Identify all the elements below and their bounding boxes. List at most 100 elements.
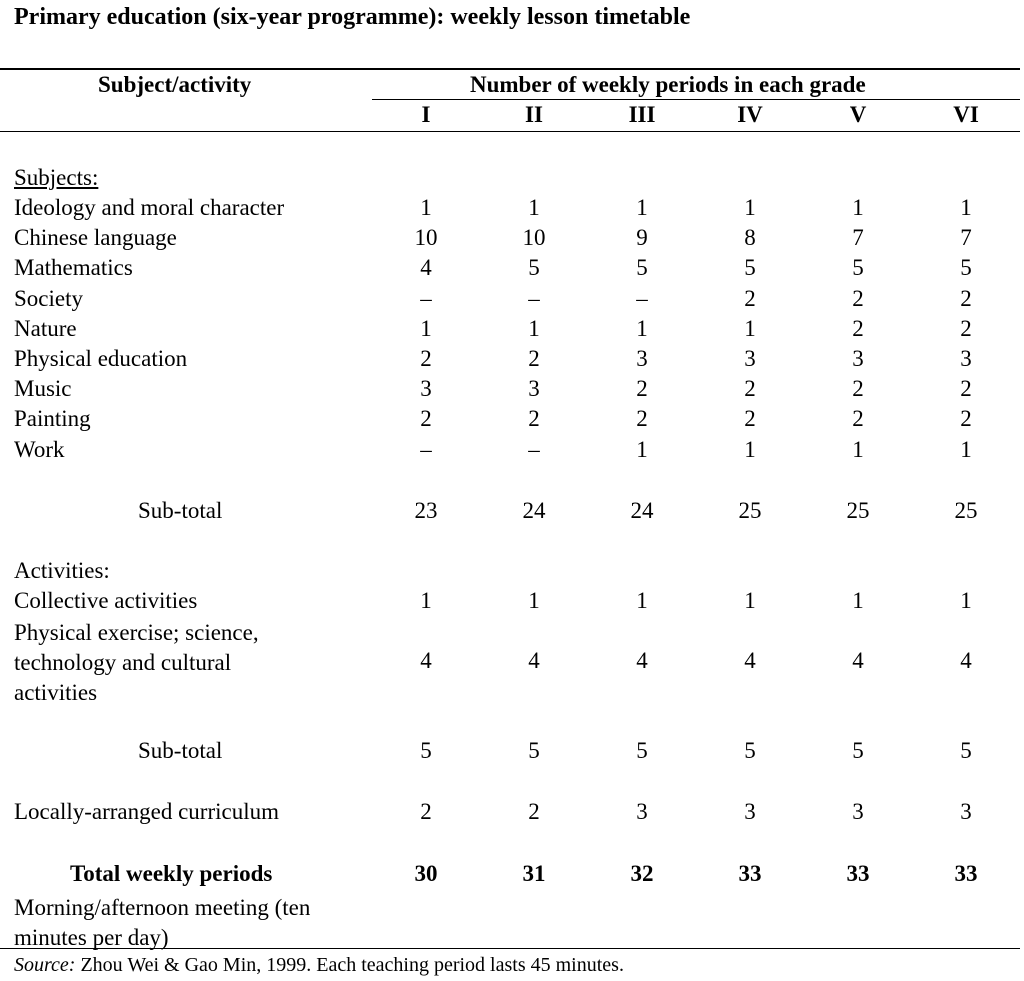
table-cell: 4 (636, 648, 648, 673)
table-cell: 24 (522, 498, 546, 523)
table-cell: – (528, 285, 540, 311)
table-cell: 5 (636, 738, 648, 763)
table-row: Music 3 3 2 2 2 2 (0, 376, 1024, 406)
table-cell: 3 (744, 346, 756, 371)
grade-header: I (421, 102, 431, 127)
table-cell: 9 (636, 225, 648, 251)
table-cell: 4 (852, 648, 864, 673)
table-cell: 2 (636, 406, 648, 432)
activities-heading: Activities: (14, 558, 110, 583)
row-label: Physical education (14, 346, 188, 371)
row-label: Music (14, 376, 72, 402)
table-cell: 25 (738, 498, 762, 523)
grade-header: V (849, 102, 867, 127)
table-cell: 4 (960, 648, 972, 673)
table-cell: 25 (954, 498, 978, 523)
table-cell: 1 (636, 315, 648, 341)
table-cell: 4 (420, 255, 432, 281)
header-bottom-rule (0, 131, 1020, 132)
table-cell: 1 (852, 588, 864, 613)
table-cell: 24 (630, 498, 654, 523)
table-row: Society – – – 2 2 2 (0, 286, 1024, 316)
table-row: Collective activities 1 1 1 1 1 1 (0, 588, 1024, 618)
table-row: Mathematics 4 5 5 5 5 5 (0, 255, 1024, 285)
source-label: Source: (14, 954, 76, 976)
table-cell: 1 (744, 315, 756, 341)
local-curriculum-row: Locally-arranged curriculum 2 2 3 3 3 3 (0, 799, 1024, 829)
bottom-rule (0, 948, 1020, 949)
activity-label-line: Physical exercise; science, (14, 620, 259, 645)
table-cell: 5 (636, 255, 648, 281)
top-rule (0, 68, 1020, 70)
table-cell: – (420, 436, 432, 462)
table-cell: 1 (528, 195, 540, 220)
grade-header: VI (953, 102, 979, 127)
subject-column-header: Subject/activity (98, 72, 252, 97)
subtotal-row: Sub-total 5 5 5 5 5 5 (0, 738, 1024, 768)
activity-label-line: technology and cultural (14, 650, 232, 675)
table-row: Physical education 2 2 3 3 3 3 (0, 346, 1024, 376)
activity-multiline-label: Physical exercise; science, technology an… (14, 618, 259, 708)
table-cell: 4 (420, 648, 432, 673)
table-cell: 2 (420, 406, 432, 432)
table-cell: 1 (744, 195, 756, 220)
grade-header: IV (737, 102, 763, 127)
table-cell: 1 (420, 588, 432, 613)
group-header-rule (372, 99, 1020, 100)
subtotal-row: Sub-total 23 24 24 25 25 25 (0, 498, 1024, 528)
table-cell: 2 (960, 285, 972, 311)
table-cell: 32 (630, 861, 654, 886)
table-cell: 1 (420, 315, 432, 341)
table-cell: 1 (636, 195, 648, 220)
table-row: Nature 1 1 1 1 2 2 (0, 316, 1024, 346)
table-row: Ideology and moral character 1 1 1 1 1 1 (0, 195, 1024, 225)
meeting-line: minutes per day) (14, 925, 169, 950)
table-cell: 4 (744, 648, 756, 673)
meeting-line: Morning/afternoon meeting (ten (14, 895, 311, 920)
table-cell: 2 (852, 376, 864, 402)
table-cell: 25 (846, 498, 870, 523)
row-label: Ideology and moral character (14, 195, 285, 220)
table-cell: 3 (636, 346, 648, 371)
row-label: Total weekly periods (70, 861, 273, 886)
activity-label-line: activities (14, 680, 98, 705)
table-row: Painting 2 2 2 2 2 2 (0, 406, 1024, 436)
table-cell: 2 (960, 315, 972, 341)
table-cell: 1 (528, 315, 540, 341)
row-label: Work (14, 436, 65, 462)
table-row: Chinese language 10 10 9 8 7 7 (0, 225, 1024, 255)
row-label: Chinese language (14, 225, 177, 251)
table-cell: 2 (744, 376, 756, 402)
table-row: 4 4 4 4 4 4 (0, 648, 1024, 678)
table-cell: 2 (528, 406, 540, 432)
table-cell: 1 (852, 436, 864, 462)
row-label: Society (14, 285, 83, 311)
table-cell: 3 (852, 346, 864, 371)
table-cell: 7 (960, 225, 972, 251)
table-cell: 3 (420, 376, 432, 402)
table-cell: 33 (738, 861, 762, 886)
row-label: Painting (14, 406, 91, 432)
table-cell: 2 (528, 799, 540, 824)
table-cell: 1 (960, 588, 972, 613)
table-cell: 5 (744, 255, 756, 281)
table-cell: 1 (528, 588, 540, 613)
grade-header: II (525, 102, 543, 127)
table-cell: 30 (414, 861, 438, 886)
table-cell: 5 (528, 738, 540, 763)
table-cell: – (528, 436, 540, 462)
table-cell: 8 (744, 225, 756, 251)
grade-group-header: Number of weekly periods in each grade (470, 72, 866, 97)
table-cell: 2 (960, 406, 972, 432)
table-cell: 2 (744, 406, 756, 432)
table-cell: 5 (960, 255, 972, 281)
row-label: Collective activities (14, 588, 198, 613)
table-row: Work – – 1 1 1 1 (0, 437, 1024, 467)
table-cell: 2 (420, 346, 432, 371)
row-label: Sub-total (138, 738, 223, 763)
table-cell: 1 (852, 195, 864, 220)
table-cell: 1 (744, 588, 756, 613)
table-cell: 2 (852, 285, 864, 311)
table-title: Primary education (six-year programme): … (14, 4, 691, 30)
total-row: Total weekly periods 30 31 32 33 33 33 (0, 861, 1024, 891)
